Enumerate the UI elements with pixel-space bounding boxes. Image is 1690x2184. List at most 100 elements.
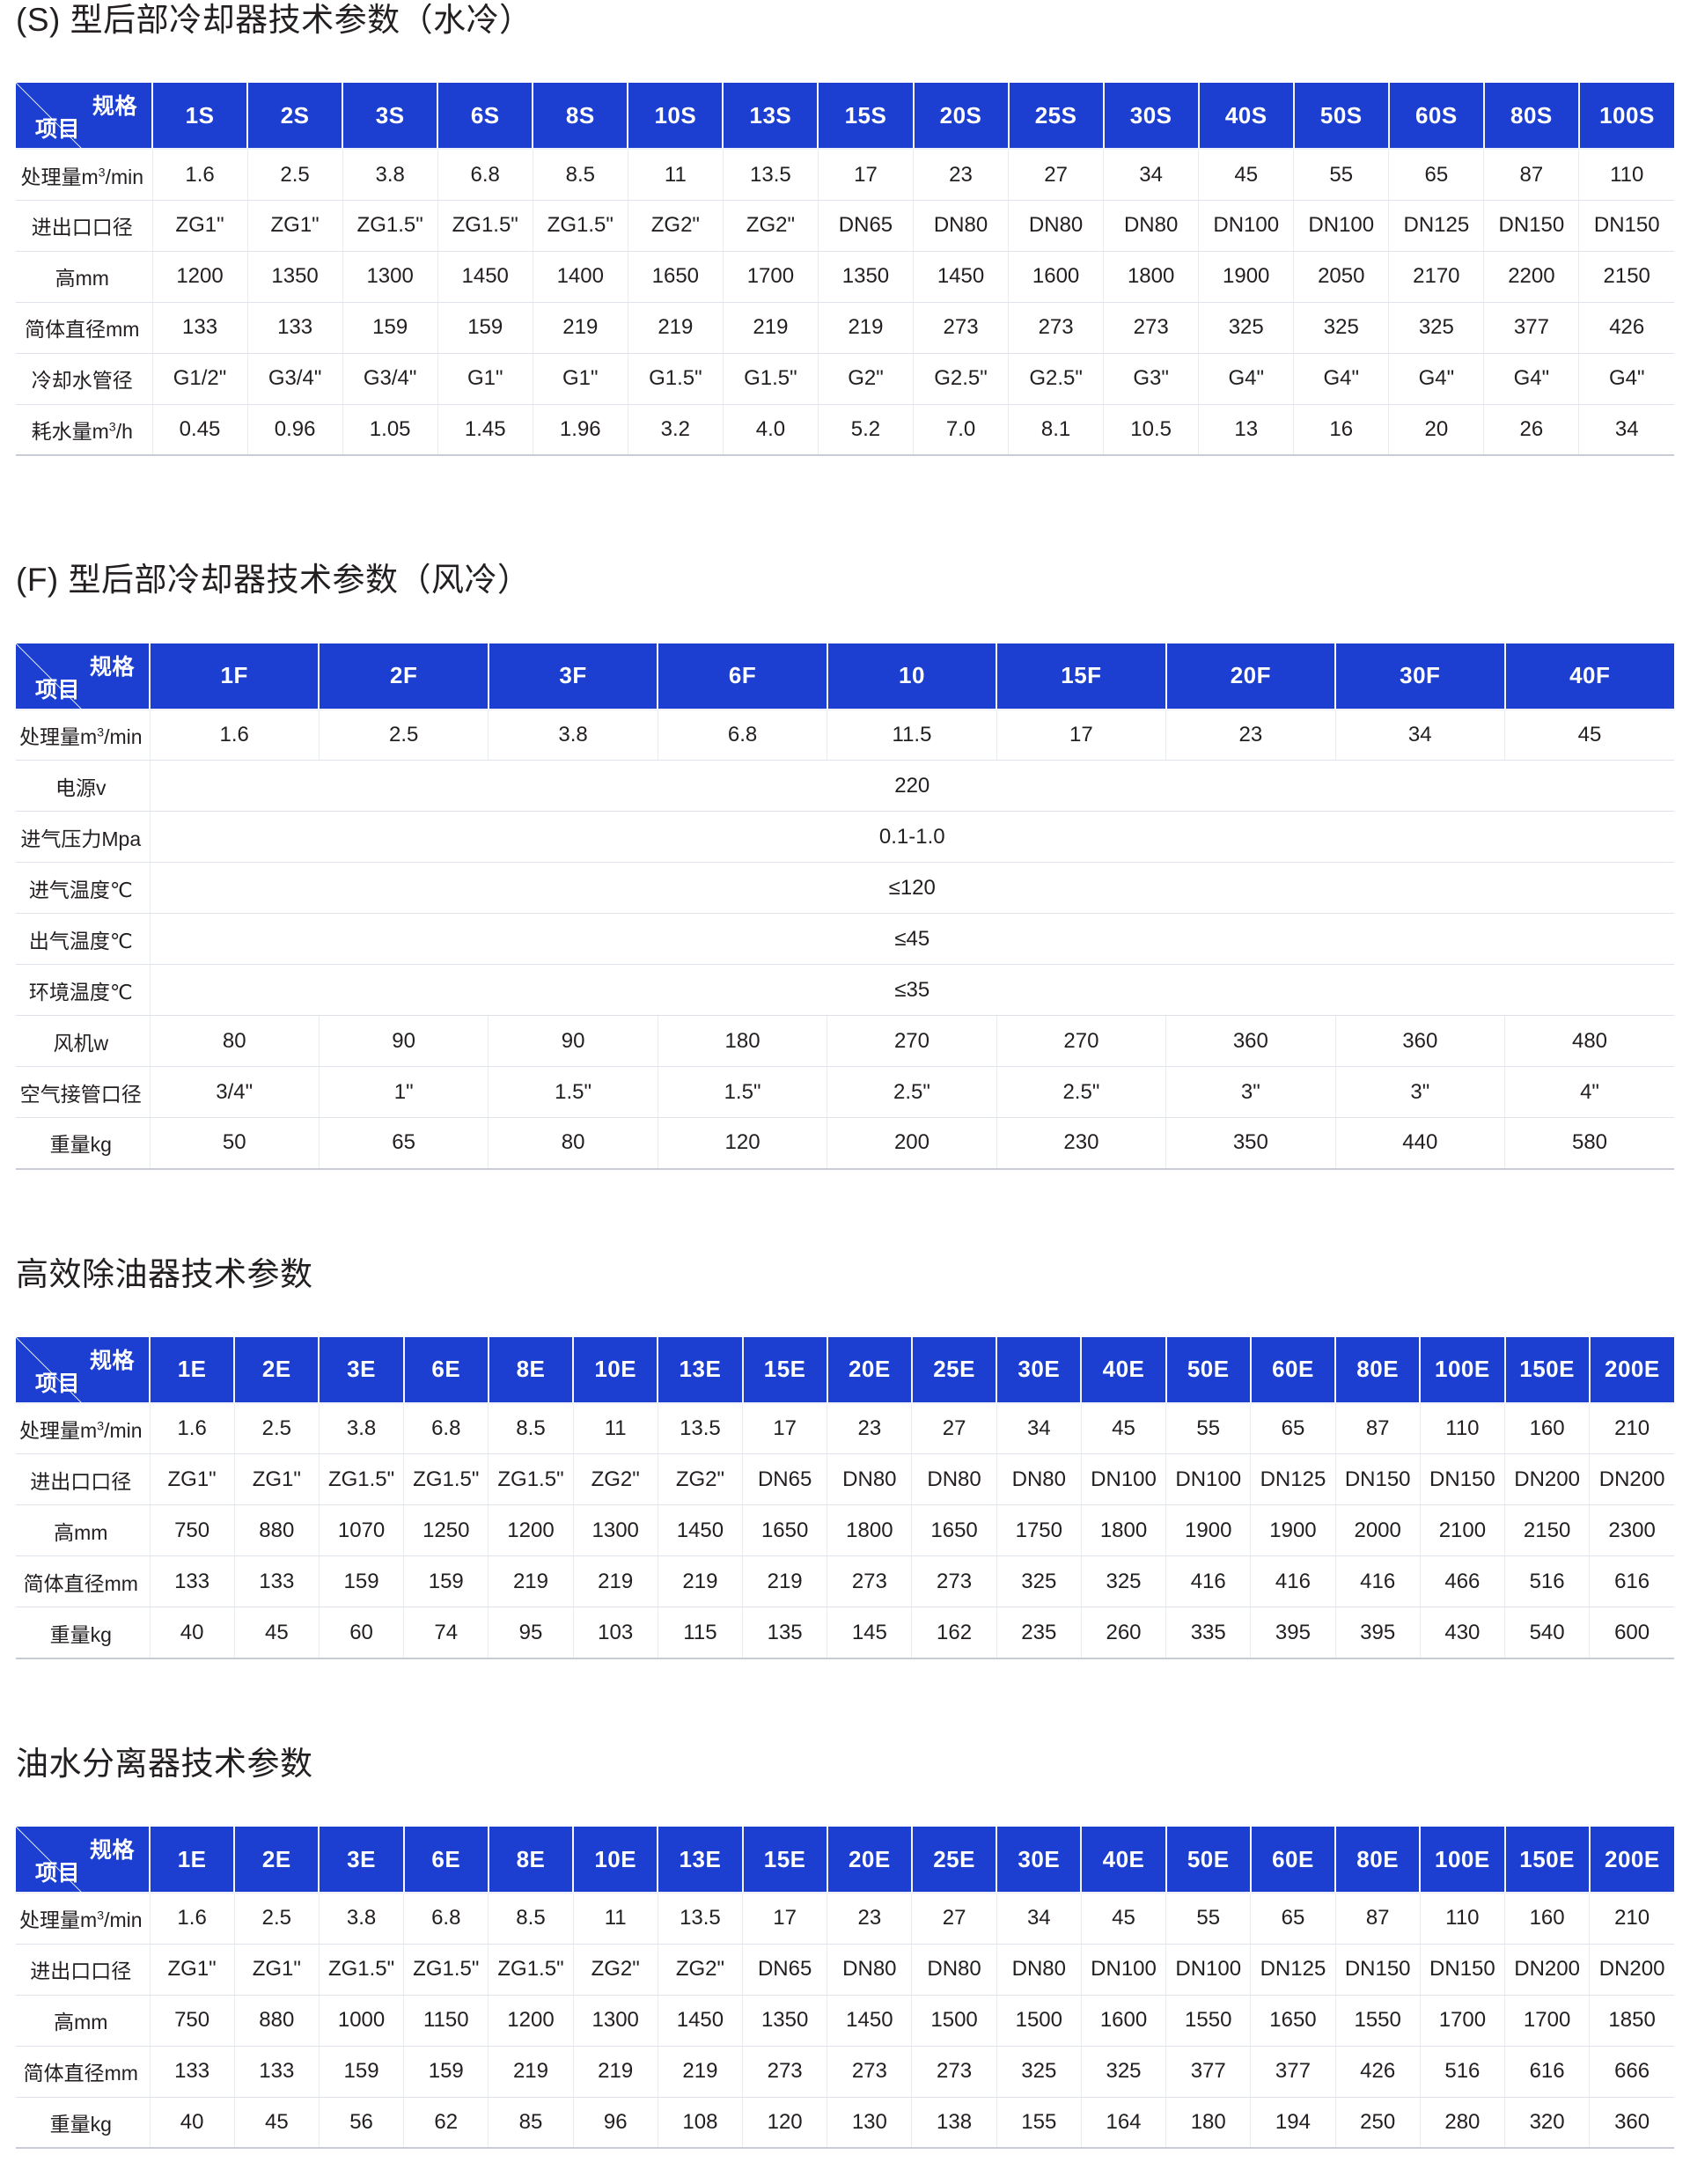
item-axis-label: 项目 bbox=[35, 677, 81, 702]
column-header: 60E bbox=[1250, 1336, 1337, 1404]
title-table-spacer bbox=[16, 1300, 1674, 1337]
column-header: 30S bbox=[1103, 83, 1200, 151]
column-header: 15F bbox=[996, 643, 1167, 710]
data-cell: 210 bbox=[1589, 1402, 1674, 1455]
data-cell: G3/4" bbox=[342, 353, 438, 405]
data-cell: 1.45 bbox=[437, 404, 533, 457]
column-header: 6S bbox=[437, 83, 534, 151]
corner-header-cell: 规格 项目 bbox=[16, 1827, 151, 1894]
title-table-spacer bbox=[16, 1790, 1674, 1827]
data-cell: 3" bbox=[1335, 1066, 1506, 1118]
data-cell: 1500 bbox=[911, 1995, 997, 2047]
data-cell: 110 bbox=[1578, 149, 1674, 201]
data-cell: 1.6 bbox=[150, 1893, 235, 1945]
data-cell: 395 bbox=[1250, 1607, 1336, 1659]
data-cell: 2.5" bbox=[827, 1066, 997, 1118]
data-cell: DN65 bbox=[742, 1453, 828, 1506]
data-cell: 1600 bbox=[1008, 251, 1105, 303]
data-cell: G2.5" bbox=[1008, 353, 1105, 405]
data-cell: 1.96 bbox=[533, 404, 628, 457]
data-cell: 273 bbox=[827, 1555, 913, 1608]
data-cell: 138 bbox=[911, 2097, 997, 2149]
data-cell: G4" bbox=[1198, 353, 1295, 405]
data-cell: 120 bbox=[658, 1117, 828, 1170]
row-label: 环境温度℃ bbox=[16, 964, 151, 1016]
data-cell: 16 bbox=[1293, 404, 1390, 457]
data-cell: G1/2" bbox=[152, 353, 248, 405]
column-header: 6E bbox=[403, 1336, 489, 1404]
data-cell: 360 bbox=[1589, 2097, 1674, 2149]
data-cell: 1.6 bbox=[152, 149, 248, 201]
data-cell: 540 bbox=[1504, 1607, 1591, 1659]
section-spacer bbox=[16, 456, 1674, 560]
column-header: 30E bbox=[996, 1336, 1083, 1404]
spec-table: 规格 项目 1E 2E 3E 6E 8E 10E 13E 15E 20E 25E 30E 40E 50E 60… bbox=[16, 1827, 1674, 2149]
data-cell: 350 bbox=[1165, 1117, 1336, 1170]
data-cell: DN80 bbox=[996, 1944, 1082, 1996]
data-cell: 516 bbox=[1420, 2046, 1506, 2098]
data-cell: G1.5" bbox=[723, 353, 819, 405]
data-cell: 135 bbox=[742, 1607, 828, 1659]
data-cell: ZG2" bbox=[628, 200, 724, 252]
column-header: 40F bbox=[1504, 643, 1674, 710]
column-header: 10E bbox=[573, 1827, 659, 1894]
data-cell: 0.45 bbox=[152, 404, 248, 457]
data-cell: 55 bbox=[1293, 149, 1390, 201]
row-label: 空气接管口径 bbox=[16, 1066, 151, 1118]
data-cell: 210 bbox=[1589, 1893, 1674, 1945]
data-cell: DN200 bbox=[1504, 1944, 1591, 1996]
data-cell: DN100 bbox=[1165, 1944, 1252, 1996]
data-cell: 1650 bbox=[742, 1504, 828, 1557]
data-cell: DN80 bbox=[996, 1453, 1082, 1506]
data-cell: 1700 bbox=[1504, 1995, 1591, 2047]
data-cell: 325 bbox=[1081, 1555, 1167, 1608]
data-cell: 2100 bbox=[1420, 1504, 1506, 1557]
data-cell: 273 bbox=[911, 1555, 997, 1608]
column-header: 15S bbox=[818, 83, 915, 151]
title-table-spacer bbox=[16, 607, 1674, 643]
data-cell: 2.5 bbox=[247, 149, 343, 201]
table-row: 进出口口径 ZG1" ZG1" ZG1.5" ZG1.5" ZG1.5" ZG2" ZG2" D… bbox=[16, 200, 1674, 252]
data-cell: 1550 bbox=[1335, 1995, 1421, 2047]
data-cell: 395 bbox=[1335, 1607, 1421, 1659]
table-row: 重量kg 40 45 60 74 95 103 115 135 145 162 235 260 335 39… bbox=[16, 1607, 1674, 1659]
data-cell: 1250 bbox=[403, 1504, 489, 1557]
data-cell: 219 bbox=[488, 2046, 574, 2098]
table-row: 耗水量m3/h 0.45 0.96 1.05 1.45 1.96 3.2 4.0 5.2 7.0 8… bbox=[16, 404, 1674, 457]
data-cell: 2150 bbox=[1504, 1504, 1591, 1557]
data-cell: 11 bbox=[573, 1893, 658, 1945]
column-header: 150E bbox=[1504, 1336, 1591, 1404]
data-cell: 133 bbox=[247, 302, 343, 354]
data-cell: 1500 bbox=[996, 1995, 1082, 2047]
table-row: 高mm 750 880 1070 1250 1200 1300 1450 1650 1800 165… bbox=[16, 1504, 1674, 1557]
section-title: (S) 型后部冷却器技术参数（水冷） bbox=[16, 2, 533, 38]
table-header-row: 规格 项目 1E 2E 3E 6E 8E 10E 13E 15E 20E 25E 30E 40E 50E 60… bbox=[16, 1827, 1674, 1894]
data-cell: 23 bbox=[1165, 709, 1336, 761]
data-cell: ZG1" bbox=[234, 1944, 320, 1996]
data-cell: 360 bbox=[1335, 1015, 1506, 1067]
data-cell: G1" bbox=[533, 353, 628, 405]
column-header: 200E bbox=[1589, 1827, 1674, 1894]
data-cell: 10.5 bbox=[1103, 404, 1200, 457]
data-cell: 11 bbox=[628, 149, 724, 201]
column-header: 25E bbox=[911, 1827, 998, 1894]
table-row: 进出口口径 ZG1" ZG1" ZG1.5" ZG1.5" ZG1.5" ZG2" ZG2" D… bbox=[16, 1944, 1674, 1996]
row-label: 处理量m3/min bbox=[16, 1893, 151, 1945]
data-cell: DN200 bbox=[1589, 1453, 1674, 1506]
data-cell: 8.5 bbox=[533, 149, 628, 201]
data-cell: DN80 bbox=[827, 1944, 913, 1996]
column-header: 60S bbox=[1388, 83, 1485, 151]
sections-container: (S) 型后部冷却器技术参数（水冷） 规格 项目 1S 2S 3S 6S 8S 10S 13S 15… bbox=[16, 0, 1674, 2149]
table-header-row: 规格 项目 1E 2E 3E 6E 8E 10E 13E 15E 20E 25E 30E 40E 50E 60… bbox=[16, 1336, 1674, 1404]
data-cell: 1450 bbox=[437, 251, 533, 303]
data-cell: 95 bbox=[488, 1607, 574, 1659]
column-header: 20E bbox=[827, 1336, 913, 1404]
data-cell: 45 bbox=[1081, 1893, 1167, 1945]
data-cell: 34 bbox=[996, 1402, 1082, 1455]
data-cell: 34 bbox=[1335, 709, 1506, 761]
data-cell: 750 bbox=[150, 1504, 235, 1557]
data-cell: 180 bbox=[1165, 2097, 1252, 2149]
data-cell: DN65 bbox=[742, 1944, 828, 1996]
data-cell: 90 bbox=[319, 1015, 489, 1067]
column-header: 10E bbox=[573, 1336, 659, 1404]
